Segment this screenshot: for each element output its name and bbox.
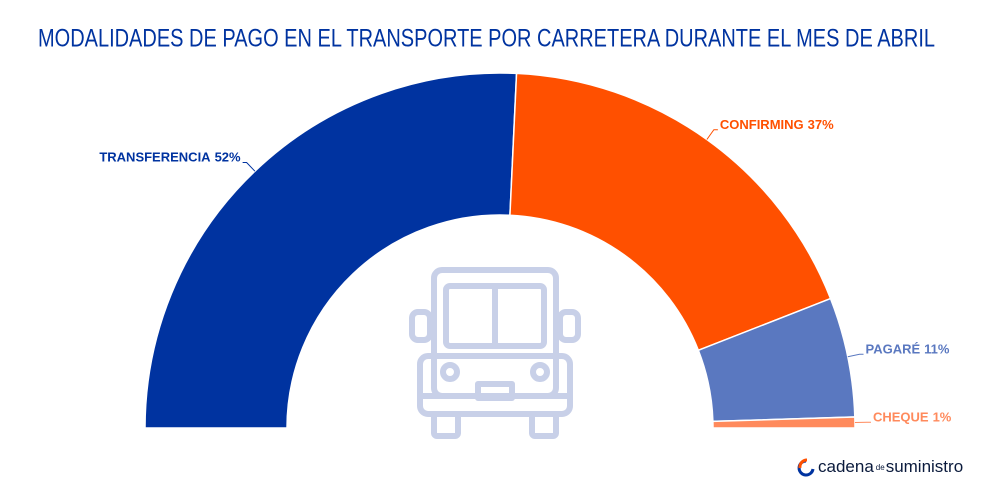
label-category: CONFIRMING <box>720 117 804 132</box>
slice <box>712 416 856 429</box>
chart-title: MODALIDADES DE PAGO EN EL TRANSPORTE POR… <box>38 25 935 53</box>
label-value: 11% <box>924 342 950 357</box>
logo-suffix: suministro <box>886 457 963 476</box>
slice <box>144 72 518 429</box>
logo: cadena desuministro <box>797 457 963 476</box>
leader-line <box>706 129 718 140</box>
data-label: CONFIRMING 37% <box>720 117 834 132</box>
data-label: PAGARÉ 11% <box>866 342 950 357</box>
label-value: 37% <box>808 117 834 132</box>
logo-icon <box>798 458 808 469</box>
logo-text: cadena desuministro <box>818 457 963 476</box>
label-value: 52% <box>215 150 241 165</box>
leader-line <box>847 353 864 358</box>
label-category: TRANSFERENCIA <box>99 150 211 165</box>
slice <box>509 72 832 352</box>
label-category: CHEQUE <box>873 410 929 425</box>
leader-line <box>242 162 256 172</box>
truck-icon <box>409 267 581 439</box>
label-value: 1% <box>933 410 952 425</box>
logo-name: cadena <box>818 457 874 476</box>
data-label: TRANSFERENCIA 52% <box>99 150 241 165</box>
logo-joiner: de <box>876 463 885 472</box>
data-label: CHEQUE 1% <box>873 410 952 425</box>
label-category: PAGARÉ <box>866 342 921 357</box>
